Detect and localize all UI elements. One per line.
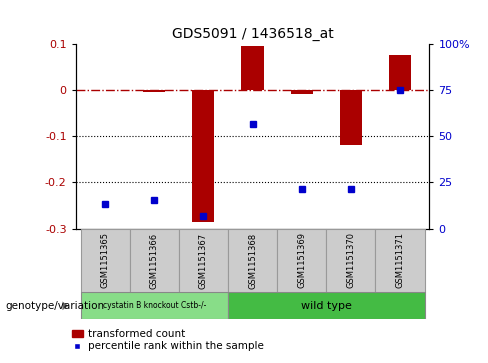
Title: GDS5091 / 1436518_at: GDS5091 / 1436518_at [172,27,333,41]
Bar [81,292,228,319]
Bar [242,46,264,90]
Bar [228,229,277,292]
Bar [179,229,228,292]
Bar [228,292,425,319]
Bar [375,229,425,292]
Bar [326,229,375,292]
Bar [192,90,214,222]
Bar [277,229,326,292]
Text: GSM1151371: GSM1151371 [395,232,405,289]
Legend: transformed count, percentile rank within the sample: transformed count, percentile rank withi… [71,328,264,352]
Text: GSM1151366: GSM1151366 [150,232,159,289]
Bar [340,90,362,145]
Text: genotype/variation: genotype/variation [5,301,104,311]
Text: GSM1151368: GSM1151368 [248,232,257,289]
Text: wild type: wild type [301,301,352,311]
Text: GSM1151369: GSM1151369 [297,232,306,289]
Bar [130,229,179,292]
Bar [291,90,313,94]
Text: GSM1151367: GSM1151367 [199,232,208,289]
Bar [81,229,130,292]
Text: GSM1151370: GSM1151370 [346,232,355,289]
Text: cystatin B knockout Cstb-/-: cystatin B knockout Cstb-/- [102,301,206,310]
Bar [143,90,165,92]
Bar [389,55,411,90]
Text: GSM1151365: GSM1151365 [101,232,110,289]
